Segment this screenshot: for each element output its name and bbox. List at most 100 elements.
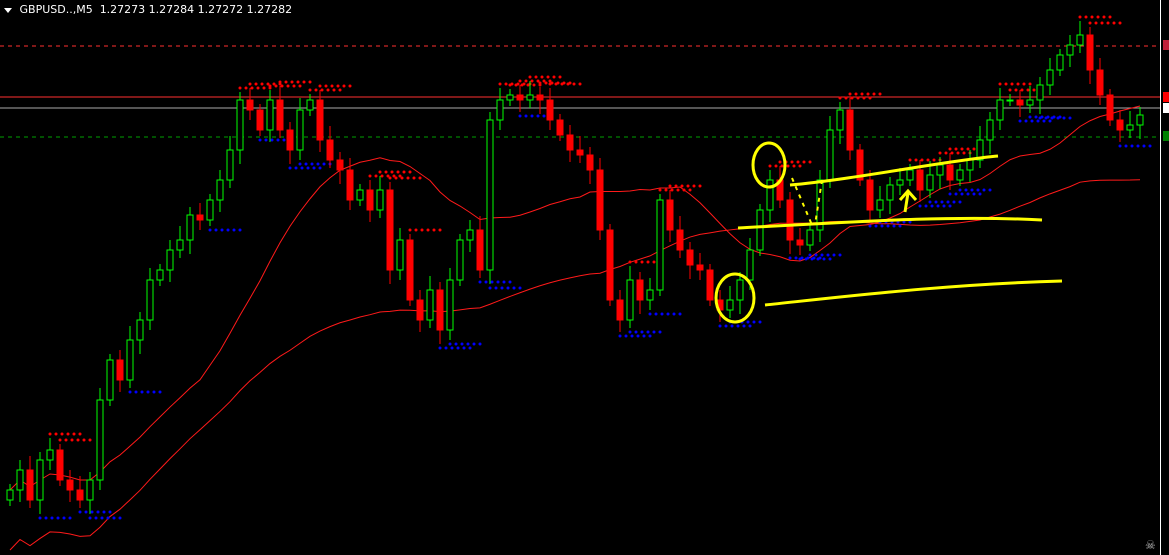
lower-fractal-dot [134, 390, 138, 394]
upper-fractal-dot [348, 84, 352, 88]
bear-candle [556, 119, 564, 136]
upper-fractal-dot [326, 88, 330, 92]
lower-fractal-dot [898, 224, 902, 228]
bull-candle [46, 449, 54, 461]
upper-fractal-dot [406, 176, 410, 180]
triangle-down-icon[interactable] [4, 7, 12, 13]
lower-fractal-dot [44, 516, 48, 520]
bear-candle [336, 159, 344, 171]
bull-candle [966, 159, 974, 171]
lower-fractal-dot [478, 342, 482, 346]
upper-fractal-dot [528, 75, 532, 79]
lower-fractal-dot [310, 162, 314, 166]
lower-fractal-dot [438, 346, 442, 350]
lower-fractal-dot [838, 253, 842, 257]
upper-fractal-dot [508, 83, 512, 87]
chart-title: GBPUSD..,M5 1.27273 1.27284 1.27272 1.27… [4, 3, 292, 16]
lower-fractal-dot [958, 188, 962, 192]
lower-fractal-dot [988, 188, 992, 192]
lower-fractal-dot [678, 312, 682, 316]
bear-candle [706, 269, 714, 301]
upper-fractal-dot [292, 84, 296, 88]
lower-fractal-dot [238, 228, 242, 232]
bear-candle [116, 359, 124, 381]
lower-fractal-dot [1148, 144, 1152, 148]
bear-candle [476, 229, 484, 271]
upper-fractal-dot [374, 174, 378, 178]
lower-fractal-dot [902, 220, 906, 224]
upper-fractal-dot [324, 84, 328, 88]
upper-fractal-dot [676, 188, 680, 192]
lower-fractal-dot [270, 138, 274, 142]
lower-fractal-dot [258, 138, 262, 142]
lower-fractal-dot [56, 516, 60, 520]
lower-fractal-dot [518, 114, 522, 118]
lower-fractal-dot [672, 312, 676, 316]
upper-fractal-dot [848, 92, 852, 96]
bull-candle [806, 229, 814, 246]
bull-candle [146, 279, 154, 321]
upper-fractal-dot [498, 82, 502, 86]
upper-fractal-dot [854, 92, 858, 96]
lower-fractal-dot [978, 192, 982, 196]
lower-fractal-dot [820, 253, 824, 257]
price-badge-lower [1163, 131, 1169, 141]
bear-candle [666, 199, 674, 231]
bear-candle [916, 169, 924, 191]
upper-fractal-dot [320, 88, 324, 92]
bull-candle [756, 209, 764, 251]
upper-fractal-dot [866, 92, 870, 96]
lower-fractal-dot [1142, 144, 1146, 148]
upper-fractal-dot [418, 176, 422, 180]
lower-fractal-dot [748, 324, 752, 328]
upper-fractal-dot [546, 75, 550, 79]
bear-candle [346, 169, 354, 201]
upper-fractal-dot [72, 432, 76, 436]
bear-candle [516, 94, 524, 101]
lower-fractal-dot [466, 342, 470, 346]
upper-fractal-dot [384, 170, 388, 174]
upper-fractal-dot [330, 84, 334, 88]
bull-candle [86, 479, 94, 501]
lower-fractal-dot [78, 510, 82, 514]
bear-candle [866, 179, 874, 211]
bull-candle [6, 489, 14, 501]
upper-fractal-dot [278, 80, 282, 84]
price-axis[interactable] [1160, 0, 1169, 555]
upper-fractal-dot [420, 228, 424, 232]
quote-label: 1.27273 1.27284 1.27272 1.27282 [99, 3, 293, 16]
upper-fractal-dot [274, 84, 278, 88]
upper-fractal-dot [338, 88, 342, 92]
lower-fractal-dot [1136, 144, 1140, 148]
upper-fractal-dot [1112, 21, 1116, 25]
upper-fractal-dot [256, 86, 260, 90]
lower-fractal-dot [146, 390, 150, 394]
upper-fractal-dot [432, 228, 436, 232]
upper-fractal-dot [956, 151, 960, 155]
bull-candle [526, 94, 534, 101]
upper-fractal-dot [58, 438, 62, 442]
lower-fractal-dot [874, 224, 878, 228]
bull-candle [16, 469, 24, 491]
upper-fractal-dot [238, 86, 242, 90]
upper-fractal-dot [332, 88, 336, 92]
upper-fractal-dot [686, 184, 690, 188]
upper-fractal-dot [640, 260, 644, 264]
lower-fractal-dot [718, 324, 722, 328]
upper-fractal-dot [504, 82, 508, 86]
bear-candle [576, 149, 584, 156]
upper-fractal-dot [872, 92, 876, 96]
lower-fractal-dot [928, 200, 932, 204]
upper-fractal-dot [798, 164, 802, 168]
lower-fractal-dot [658, 330, 662, 334]
bear-candle [1116, 119, 1124, 131]
lower-fractal-dot [892, 224, 896, 228]
lower-fractal-dot [276, 138, 280, 142]
upper-fractal-dot [960, 147, 964, 151]
upper-fractal-dot [342, 84, 346, 88]
upper-fractal-dot [998, 82, 1002, 86]
bull-candle [266, 99, 274, 131]
upper-fractal-dot [302, 80, 306, 84]
